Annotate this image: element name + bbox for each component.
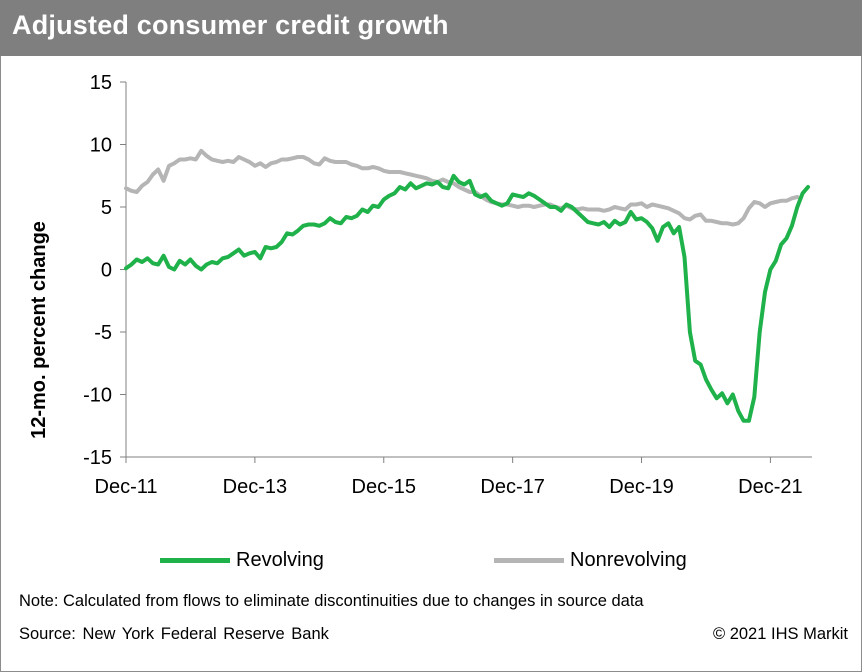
title-bar: Adjusted consumer credit growth <box>0 0 862 56</box>
chart-note: Note: Calculated from flows to eliminate… <box>19 592 644 610</box>
chart-series-layer <box>124 148 810 423</box>
series-line-revolving <box>124 173 810 423</box>
y-tick-label: -5 <box>94 322 112 344</box>
y-tick-label: -15 <box>83 447 112 469</box>
legend-item-nonrevolving: Nonrevolving <box>494 548 687 572</box>
chart-title: Adjusted consumer credit growth <box>12 10 449 40</box>
series-line-nonrevolving <box>124 148 800 227</box>
legend-label-revolving: Revolving <box>236 548 324 571</box>
x-tick-label: Dec-19 <box>609 476 673 498</box>
y-tick-label: 5 <box>101 197 112 219</box>
legend-label-nonrevolving: Nonrevolving <box>570 548 687 571</box>
x-tick-label: Dec-17 <box>480 476 544 498</box>
x-tick-label: Dec-21 <box>738 476 802 498</box>
legend-swatch-nonrevolving <box>494 557 564 563</box>
y-tick-label: 0 <box>101 260 112 282</box>
x-tick-label: Dec-13 <box>223 476 287 498</box>
chart-axes: 15 10 5 0 -5 -10 -15 Dec-11 Dec-13 Dec-15 Dec-17 De… <box>83 72 812 498</box>
y-tick-label: 10 <box>90 135 112 157</box>
chart-source: Source: New York Federal Reserve Bank <box>19 625 329 643</box>
x-tick-label: Dec-11 <box>95 476 158 498</box>
legend-swatch-revolving <box>160 557 230 563</box>
x-tick-label: Dec-15 <box>352 476 416 498</box>
y-tick-label: 15 <box>90 72 112 94</box>
y-axis-label: 12-mo. percent change <box>28 221 50 439</box>
y-tick-label: -10 <box>83 385 112 407</box>
copyright-text: © 2021 IHS Markit <box>712 625 848 643</box>
legend-item-revolving: Revolving <box>160 548 324 572</box>
